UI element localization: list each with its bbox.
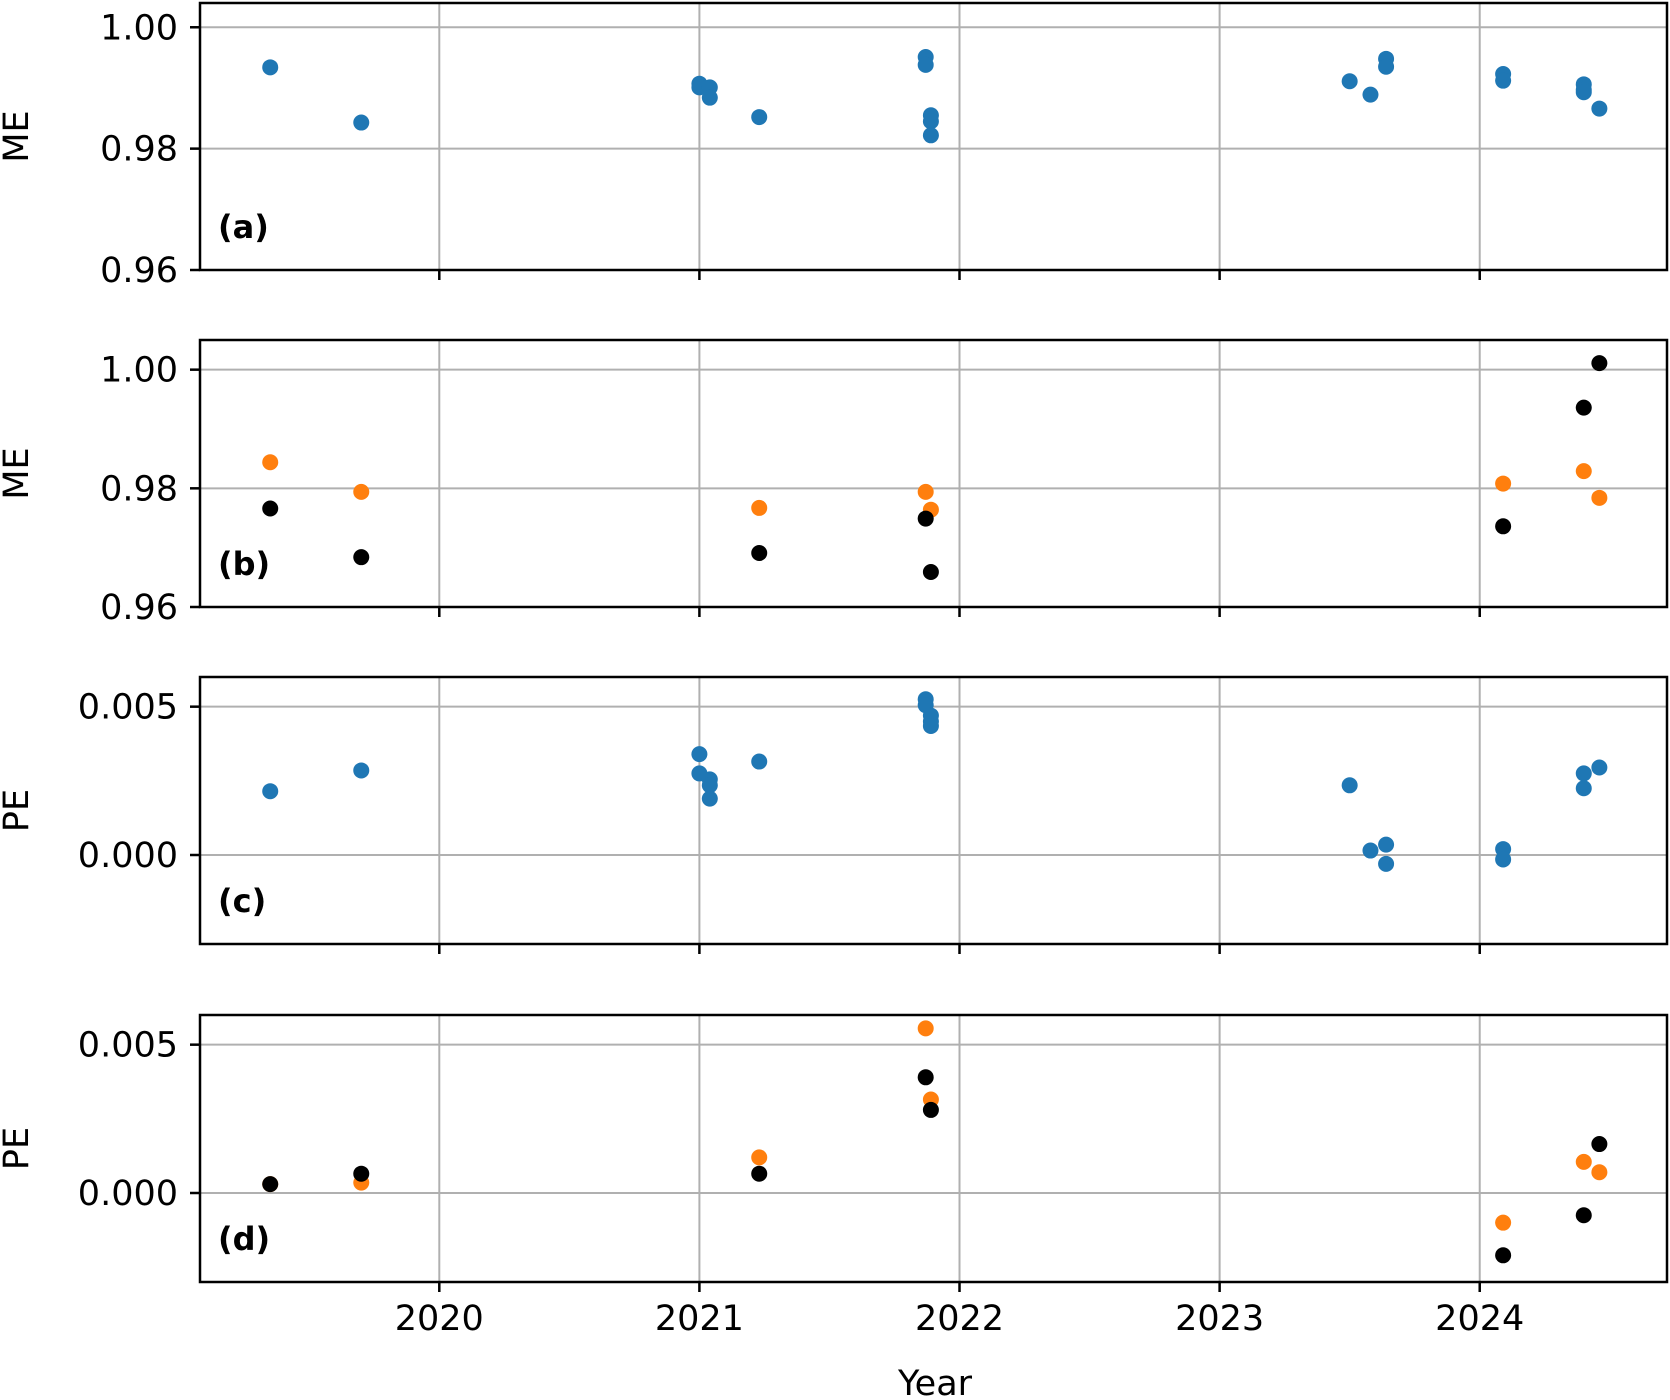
data-point-blue (1495, 851, 1512, 868)
data-point-blue (701, 790, 718, 807)
data-point-blue (922, 127, 939, 144)
panel-label: (b) (218, 545, 270, 583)
panel-label: (d) (218, 1220, 270, 1258)
x-tick-label: 2023 (1175, 1299, 1264, 1339)
y-tick-label: 1.00 (100, 8, 178, 48)
data-point-blue (701, 777, 718, 794)
data-point-orange (1495, 475, 1512, 492)
y-tick-label: 0.005 (78, 1026, 178, 1066)
data-point-orange (353, 483, 370, 500)
data-point-blue (1341, 777, 1358, 794)
data-point-black (1575, 399, 1592, 416)
data-point-black (1495, 518, 1512, 535)
panel-label: (c) (218, 882, 266, 920)
data-point-blue (691, 746, 708, 763)
data-point-black (262, 1176, 279, 1193)
y-axis-label: ME (0, 110, 37, 162)
data-point-black (922, 1101, 939, 1118)
data-point-orange (1591, 1164, 1608, 1181)
data-point-blue (701, 89, 718, 106)
data-point-blue (1591, 759, 1608, 776)
data-point-orange (751, 1149, 768, 1166)
data-point-blue (1495, 72, 1512, 89)
data-point-black (353, 549, 370, 566)
data-point-blue (1378, 836, 1395, 853)
panel-d: 2020 2021 2022 2023 2024 0.000 0.005 PE (d) (0, 1013, 1669, 1339)
y-tick-label: 0.000 (78, 836, 178, 876)
y-tick-label: 1.00 (100, 351, 178, 391)
x-axis-label: Year (897, 1364, 973, 1400)
data-point-black (917, 1069, 934, 1086)
y-tick-label: 0.96 (100, 251, 178, 291)
y-axis-label: ME (0, 447, 37, 499)
data-point-blue (751, 109, 768, 126)
data-point-orange (917, 483, 934, 500)
x-tick-label: 2021 (655, 1299, 744, 1339)
data-point-black (922, 563, 939, 580)
panel-c: 0.000 0.005 PE (c) (0, 675, 1669, 954)
data-point-black (751, 1165, 768, 1182)
x-tick-label: 2022 (915, 1299, 1004, 1339)
data-point-black (1591, 355, 1608, 372)
y-tick-label: 0.005 (78, 688, 178, 728)
data-point-blue (1575, 780, 1592, 797)
data-point-orange (1495, 1214, 1512, 1231)
y-tick-label: 0.98 (100, 469, 178, 509)
y-tick-label: 0.000 (78, 1174, 178, 1214)
data-point-blue (1575, 84, 1592, 101)
data-point-blue (1341, 73, 1358, 90)
panel-b: 0.96 0.98 1.00 ME (b) (0, 338, 1669, 628)
y-axis-label: PE (0, 789, 37, 832)
data-point-orange (1575, 1153, 1592, 1170)
data-point-orange (1575, 463, 1592, 480)
data-point-blue (353, 762, 370, 779)
data-point-orange (262, 454, 279, 471)
data-point-blue (1575, 765, 1592, 782)
y-tick-label: 0.98 (100, 130, 178, 170)
data-point-blue (922, 717, 939, 734)
data-point-blue (353, 114, 370, 131)
data-point-blue (1378, 855, 1395, 872)
y-tick-label: 0.96 (100, 588, 178, 628)
data-point-blue (262, 59, 279, 76)
data-point-orange (1591, 489, 1608, 506)
plot-frame (198, 675, 1669, 946)
plot-frame (198, 1013, 1669, 1284)
data-point-orange (917, 1020, 934, 1037)
data-point-blue (262, 783, 279, 800)
data-point-black (1591, 1136, 1608, 1153)
plot-frame (198, 338, 1669, 609)
plot-frame (198, 1, 1669, 272)
data-point-blue (917, 56, 934, 73)
x-tick-label: 2024 (1435, 1299, 1524, 1339)
data-point-black (917, 510, 934, 527)
panel-a: 0.96 0.98 1.00 ME (a) (0, 1, 1669, 291)
x-tick-label: 2020 (395, 1299, 484, 1339)
y-axis-label: PE (0, 1127, 37, 1170)
data-point-blue (1362, 86, 1379, 103)
data-point-blue (1378, 58, 1395, 75)
data-point-black (1495, 1247, 1512, 1264)
data-point-blue (922, 113, 939, 130)
data-point-black (1575, 1207, 1592, 1224)
data-point-black (353, 1165, 370, 1182)
data-point-orange (751, 499, 768, 516)
data-point-black (751, 545, 768, 562)
data-point-blue (1362, 842, 1379, 859)
data-point-blue (751, 753, 768, 770)
data-point-black (262, 500, 279, 517)
data-point-blue (1591, 100, 1608, 117)
panels: 0.960.981.00ME(a)0.960.981.00ME(b)0.0000… (0, 1, 1669, 1339)
panel-label: (a) (218, 208, 269, 246)
